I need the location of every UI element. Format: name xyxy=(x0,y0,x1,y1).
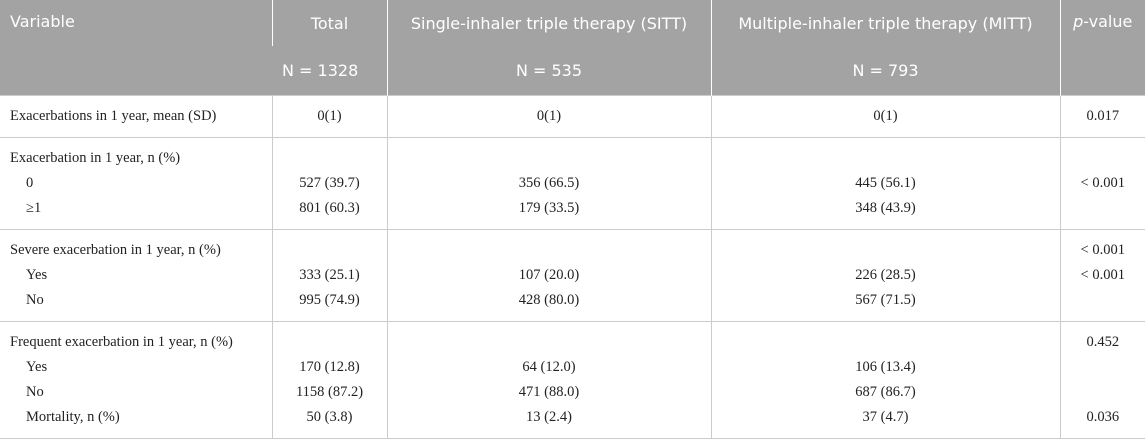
cell xyxy=(1059,380,1145,405)
row-label: Severe exacerbation in 1 year, n (%) xyxy=(10,242,221,258)
cell xyxy=(710,229,1060,263)
row-label: Yes xyxy=(26,267,48,283)
cell: 356 (66.5) xyxy=(386,171,711,196)
cell xyxy=(271,137,387,171)
cell xyxy=(1059,196,1145,230)
row-label: Frequent exacerbation in 1 year, n (%) xyxy=(10,334,233,350)
cell xyxy=(386,229,711,263)
cell: < 0.001 xyxy=(1059,171,1145,196)
cell: 348 (43.9) xyxy=(710,196,1060,230)
table-row: Frequent exacerbation in 1 year, n (%) 0.… xyxy=(0,321,1145,355)
column-header: Variable xyxy=(0,0,272,96)
cell xyxy=(271,229,387,263)
header-row: Variable Total Single-inhaler triple thera… xyxy=(0,0,1145,96)
cell: 107 (20.0) xyxy=(386,263,711,288)
row-group: Frequent exacerbation in 1 year, n (%) 0.… xyxy=(0,321,1145,439)
cell: 0(1) xyxy=(386,95,711,138)
row-label: Mortality, n (%) xyxy=(26,409,120,425)
cell: 13 (2.4) xyxy=(386,405,711,439)
header-text: -value xyxy=(1083,12,1133,31)
cell xyxy=(271,321,387,355)
count-header: N = 793 xyxy=(710,46,1060,96)
row-label: Exacerbation in 1 year, n (%) xyxy=(10,150,181,166)
table-row: No 995 (74.9) 428 (80.0) 567 (71.5) xyxy=(0,288,1145,322)
table-row: Exacerbations in 1 year, mean (SD) 0(1) 0(… xyxy=(0,95,1145,138)
cell: < 0.001 xyxy=(1059,229,1145,263)
cell: 0.452 xyxy=(1059,321,1145,355)
cell: 179 (33.5) xyxy=(386,196,711,230)
column-header: Single-inhaler triple therapy (SITT) xyxy=(386,0,711,46)
column-header: Multiple-inhaler triple therapy (MITT) xyxy=(710,0,1060,46)
cell: 37 (4.7) xyxy=(710,405,1060,439)
row-label: Yes xyxy=(26,359,48,375)
row-group: Exacerbation in 1 year, n (%) 0 527 (39.7)… xyxy=(0,137,1145,230)
cell: 106 (13.4) xyxy=(710,355,1060,380)
cell: 527 (39.7) xyxy=(271,171,387,196)
count-header: N = 535 xyxy=(386,46,711,96)
row-label: No xyxy=(26,292,44,308)
table-row: Yes 170 (12.8) 64 (12.0) 106 (13.4) xyxy=(0,355,1145,380)
table-row: Exacerbation in 1 year, n (%) xyxy=(0,137,1145,171)
cell xyxy=(1059,288,1145,322)
cell: 471 (88.0) xyxy=(386,380,711,405)
cell: < 0.001 xyxy=(1059,263,1145,288)
cell xyxy=(710,321,1060,355)
cell: 428 (80.0) xyxy=(386,288,711,322)
cell xyxy=(1059,137,1145,171)
table-row: Mortality, n (%) 50 (3.8) 13 (2.4) 37 (4.7)… xyxy=(0,405,1145,439)
cell: 995 (74.9) xyxy=(271,288,387,322)
cell: 0(1) xyxy=(710,95,1060,138)
row-group: Exacerbations in 1 year, mean (SD) 0(1) 0(… xyxy=(0,95,1145,138)
count-header: N = 1328 xyxy=(272,46,387,96)
cell: 0.017 xyxy=(1059,95,1145,138)
cell: 445 (56.1) xyxy=(710,171,1060,196)
cell xyxy=(386,137,711,171)
cell: 1158 (87.2) xyxy=(271,380,387,405)
cell: 50 (3.8) xyxy=(271,405,387,439)
table-row: Severe exacerbation in 1 year, n (%) < 0.… xyxy=(0,229,1145,263)
row-label: Exacerbations in 1 year, mean (SD) xyxy=(10,108,217,124)
header-row: N = 1328 N = 535 N = 793 xyxy=(0,46,1145,96)
cell: 0(1) xyxy=(271,95,387,138)
table-row: No 1158 (87.2) 471 (88.0) 687 (86.7) xyxy=(0,380,1145,405)
row-group: Severe exacerbation in 1 year, n (%) < 0.… xyxy=(0,229,1145,322)
column-header: p-value xyxy=(1059,0,1145,96)
cell: 226 (28.5) xyxy=(710,263,1060,288)
cell xyxy=(386,321,711,355)
row-label: No xyxy=(26,384,44,400)
cell: 0.036 xyxy=(1059,405,1145,439)
table-row: Yes 333 (25.1) 107 (20.0) 226 (28.5) < 0.001 xyxy=(0,263,1145,288)
table-row: 0 527 (39.7) 356 (66.5) 445 (56.1) < 0.001 xyxy=(0,171,1145,196)
cell xyxy=(1059,355,1145,380)
cell: 801 (60.3) xyxy=(271,196,387,230)
table-row: ≥1 801 (60.3) 179 (33.5) 348 (43.9) xyxy=(0,196,1145,230)
cell: 170 (12.8) xyxy=(271,355,387,380)
cell: 64 (12.0) xyxy=(386,355,711,380)
cell: 567 (71.5) xyxy=(710,288,1060,322)
column-header: Total xyxy=(271,0,387,46)
cell: 333 (25.1) xyxy=(271,263,387,288)
cell xyxy=(710,137,1060,171)
table-header: Variable Total Single-inhaler triple thera… xyxy=(0,0,1145,96)
row-label: ≥1 xyxy=(26,200,42,216)
italic-text: p xyxy=(1073,12,1084,31)
cell: 687 (86.7) xyxy=(710,380,1060,405)
row-label: 0 xyxy=(26,175,34,191)
